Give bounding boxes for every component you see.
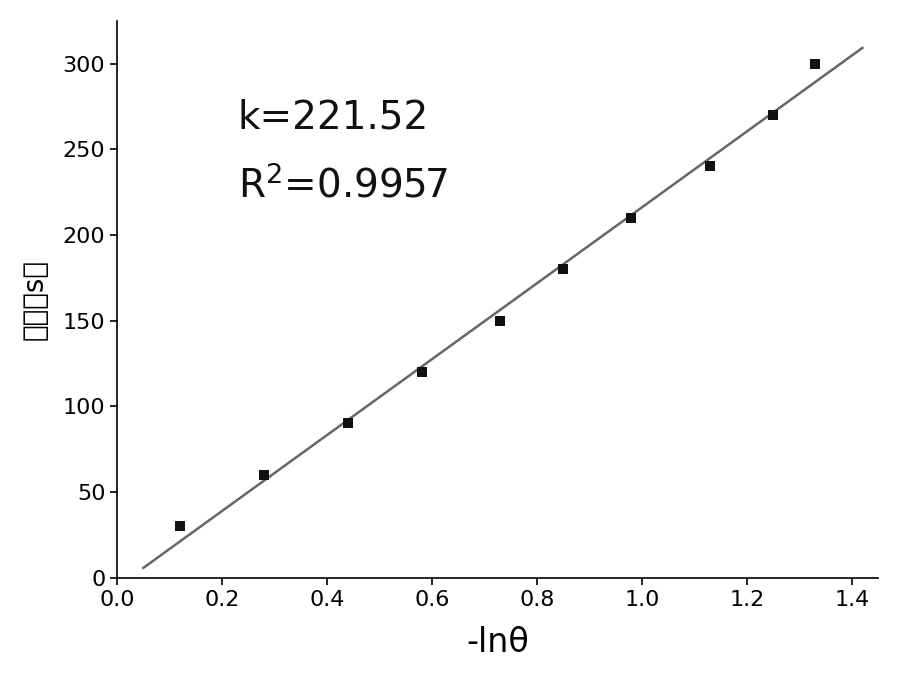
Point — [341, 418, 355, 429]
Point — [173, 521, 187, 532]
Y-axis label: 时间（s）: 时间（s） — [21, 259, 49, 340]
Point — [703, 161, 717, 172]
Point — [766, 109, 780, 120]
Point — [556, 264, 571, 275]
Text: k=221.52: k=221.52 — [238, 99, 429, 137]
Point — [493, 316, 507, 326]
X-axis label: -lnθ: -lnθ — [467, 626, 530, 659]
Point — [257, 469, 271, 480]
Point — [808, 58, 823, 69]
Point — [624, 212, 638, 223]
Point — [414, 367, 429, 377]
Text: $\mathrm{R}^2$=0.9957: $\mathrm{R}^2$=0.9957 — [238, 166, 448, 205]
